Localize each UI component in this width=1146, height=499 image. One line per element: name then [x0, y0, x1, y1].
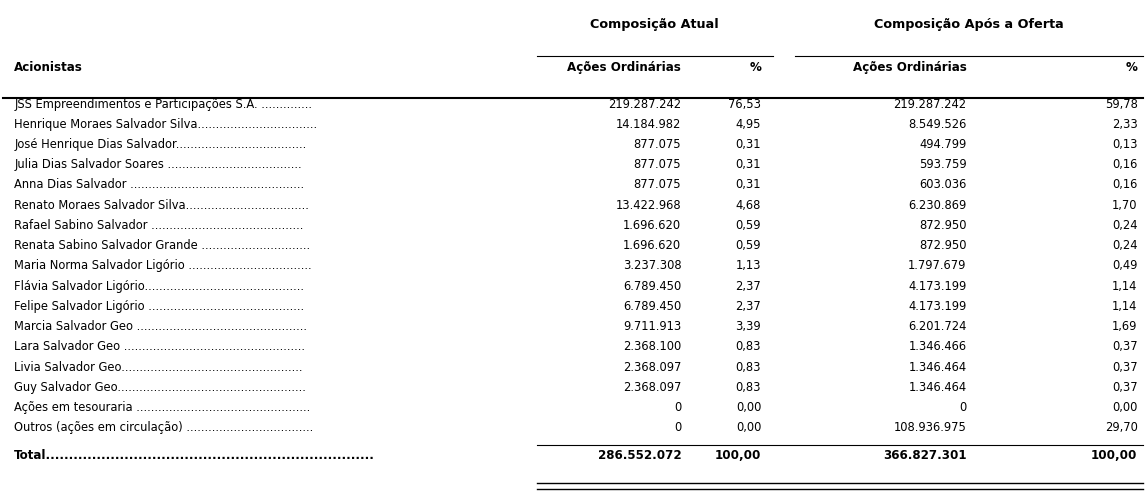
- Text: 8.549.526: 8.549.526: [908, 118, 966, 131]
- Text: 0,16: 0,16: [1112, 158, 1138, 171]
- Text: Guy Salvador Geo....................................................: Guy Salvador Geo........................…: [14, 381, 306, 394]
- Text: Renata Sabino Salvador Grande ..............................: Renata Sabino Salvador Grande ..........…: [14, 239, 311, 252]
- Text: 219.287.242: 219.287.242: [894, 97, 966, 110]
- Text: 2.368.097: 2.368.097: [623, 360, 682, 374]
- Text: 0,37: 0,37: [1112, 360, 1138, 374]
- Text: Livia Salvador Geo..................................................: Livia Salvador Geo......................…: [14, 360, 303, 374]
- Text: Acionistas: Acionistas: [14, 61, 83, 74]
- Text: 877.075: 877.075: [634, 179, 682, 192]
- Text: 0,00: 0,00: [736, 401, 761, 414]
- Text: JSS Empreendimentos e Participações S.A. ..............: JSS Empreendimentos e Participações S.A.…: [14, 97, 312, 110]
- Text: 1.346.464: 1.346.464: [909, 360, 966, 374]
- Text: 0,31: 0,31: [736, 138, 761, 151]
- Text: %: %: [1125, 61, 1138, 74]
- Text: 3,39: 3,39: [736, 320, 761, 333]
- Text: 1.696.620: 1.696.620: [623, 239, 682, 252]
- Text: 0,24: 0,24: [1112, 219, 1138, 232]
- Text: 100,00: 100,00: [1091, 449, 1138, 463]
- Text: 6.230.869: 6.230.869: [908, 199, 966, 212]
- Text: 0: 0: [959, 401, 966, 414]
- Text: Renato Moraes Salvador Silva..................................: Renato Moraes Salvador Silva............…: [14, 199, 309, 212]
- Text: 1,13: 1,13: [736, 259, 761, 272]
- Text: 603.036: 603.036: [919, 179, 966, 192]
- Text: 2,33: 2,33: [1112, 118, 1138, 131]
- Text: 0,00: 0,00: [736, 421, 761, 434]
- Text: 494.799: 494.799: [919, 138, 966, 151]
- Text: 872.950: 872.950: [919, 239, 966, 252]
- Text: 2.368.097: 2.368.097: [623, 381, 682, 394]
- Text: 4,68: 4,68: [736, 199, 761, 212]
- Text: 1,14: 1,14: [1112, 279, 1138, 292]
- Text: 2,37: 2,37: [736, 300, 761, 313]
- Text: 6.201.724: 6.201.724: [908, 320, 966, 333]
- Text: Flávia Salvador Ligório............................................: Flávia Salvador Ligório.................…: [14, 279, 304, 292]
- Text: 76,53: 76,53: [728, 97, 761, 110]
- Text: 366.827.301: 366.827.301: [882, 449, 966, 463]
- Text: 877.075: 877.075: [634, 158, 682, 171]
- Text: Anna Dias Salvador ................................................: Anna Dias Salvador .....................…: [14, 179, 305, 192]
- Text: 0,31: 0,31: [736, 158, 761, 171]
- Text: 0,83: 0,83: [736, 360, 761, 374]
- Text: 9.711.913: 9.711.913: [623, 320, 682, 333]
- Text: 0: 0: [674, 421, 682, 434]
- Text: 2,37: 2,37: [736, 279, 761, 292]
- Text: 13.422.968: 13.422.968: [615, 199, 682, 212]
- Text: Lara Salvador Geo ..................................................: Lara Salvador Geo ......................…: [14, 340, 305, 353]
- Text: 4.173.199: 4.173.199: [908, 279, 966, 292]
- Text: Ações Ordinárias: Ações Ordinárias: [853, 61, 966, 74]
- Text: Ações Ordinárias: Ações Ordinárias: [567, 61, 682, 74]
- Text: 3.237.308: 3.237.308: [622, 259, 682, 272]
- Text: 0,16: 0,16: [1112, 179, 1138, 192]
- Text: 0,59: 0,59: [736, 219, 761, 232]
- Text: Julia Dias Salvador Soares .....................................: Julia Dias Salvador Soares .............…: [14, 158, 301, 171]
- Text: 4,95: 4,95: [736, 118, 761, 131]
- Text: Felipe Salvador Ligório ...........................................: Felipe Salvador Ligório ................…: [14, 300, 305, 313]
- Text: 0,83: 0,83: [736, 381, 761, 394]
- Text: 1.346.466: 1.346.466: [909, 340, 966, 353]
- Text: 0: 0: [674, 401, 682, 414]
- Text: 219.287.242: 219.287.242: [609, 97, 682, 110]
- Text: Composição Após a Oferta: Composição Após a Oferta: [874, 17, 1065, 30]
- Text: 4.173.199: 4.173.199: [908, 300, 966, 313]
- Text: 0,49: 0,49: [1112, 259, 1138, 272]
- Text: Rafael Sabino Salvador ..........................................: Rafael Sabino Salvador .................…: [14, 219, 304, 232]
- Text: 1.696.620: 1.696.620: [623, 219, 682, 232]
- Text: 1.797.679: 1.797.679: [908, 259, 966, 272]
- Text: 1,69: 1,69: [1112, 320, 1138, 333]
- Text: 0,37: 0,37: [1112, 340, 1138, 353]
- Text: José Henrique Dias Salvador....................................: José Henrique Dias Salvador.............…: [14, 138, 306, 151]
- Text: 2.368.100: 2.368.100: [623, 340, 682, 353]
- Text: Marcia Salvador Geo ...............................................: Marcia Salvador Geo ....................…: [14, 320, 307, 333]
- Text: 872.950: 872.950: [919, 219, 966, 232]
- Text: 14.184.982: 14.184.982: [615, 118, 682, 131]
- Text: %: %: [749, 61, 761, 74]
- Text: 286.552.072: 286.552.072: [598, 449, 682, 463]
- Text: 6.789.450: 6.789.450: [623, 300, 682, 313]
- Text: 0,37: 0,37: [1112, 381, 1138, 394]
- Text: Henrique Moraes Salvador Silva.................................: Henrique Moraes Salvador Silva..........…: [14, 118, 317, 131]
- Text: 0,00: 0,00: [1112, 401, 1138, 414]
- Text: 0,31: 0,31: [736, 179, 761, 192]
- Text: 1,14: 1,14: [1112, 300, 1138, 313]
- Text: Ações em tesouraria ................................................: Ações em tesouraria ....................…: [14, 401, 311, 414]
- Text: Maria Norma Salvador Ligório ..................................: Maria Norma Salvador Ligório ...........…: [14, 259, 312, 272]
- Text: 6.789.450: 6.789.450: [623, 279, 682, 292]
- Text: Total.......................................................................: Total...................................…: [14, 449, 375, 463]
- Text: 0,24: 0,24: [1112, 239, 1138, 252]
- Text: 0,59: 0,59: [736, 239, 761, 252]
- Text: 877.075: 877.075: [634, 138, 682, 151]
- Text: Composição Atual: Composição Atual: [590, 17, 719, 30]
- Text: 108.936.975: 108.936.975: [894, 421, 966, 434]
- Text: 59,78: 59,78: [1105, 97, 1138, 110]
- Text: 593.759: 593.759: [919, 158, 966, 171]
- Text: 1,70: 1,70: [1112, 199, 1138, 212]
- Text: 1.346.464: 1.346.464: [909, 381, 966, 394]
- Text: 29,70: 29,70: [1105, 421, 1138, 434]
- Text: 100,00: 100,00: [715, 449, 761, 463]
- Text: 0,13: 0,13: [1112, 138, 1138, 151]
- Text: 0,83: 0,83: [736, 340, 761, 353]
- Text: Outros (ações em circulação) ...................................: Outros (ações em circulação) ...........…: [14, 421, 314, 434]
